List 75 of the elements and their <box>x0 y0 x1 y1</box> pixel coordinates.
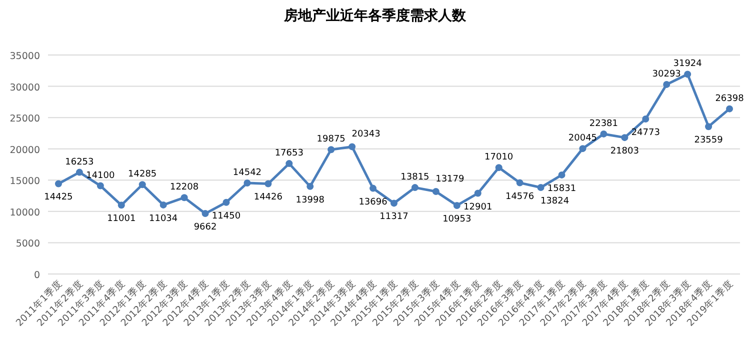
point <box>537 184 544 191</box>
data-label: 13998 <box>296 195 325 206</box>
data-label: 14426 <box>254 192 283 203</box>
point <box>138 181 146 188</box>
point <box>370 184 377 192</box>
data-label: 9662 <box>194 222 217 233</box>
point <box>432 188 440 196</box>
data-label: 11034 <box>149 214 178 224</box>
data-label: 13815 <box>400 172 430 183</box>
data-label: 14576 <box>506 192 534 202</box>
data-label: 12208 <box>170 182 199 193</box>
point <box>328 146 335 154</box>
point <box>705 123 712 130</box>
data-label: 11001 <box>107 214 136 224</box>
point <box>54 180 62 188</box>
point <box>348 143 356 150</box>
data-label: 23559 <box>694 136 724 146</box>
point <box>453 202 460 209</box>
point <box>264 180 272 188</box>
point <box>222 198 230 206</box>
point <box>726 105 734 112</box>
data-label: 17010 <box>484 152 514 163</box>
data-label: 15831 <box>547 184 576 194</box>
data-label: 17653 <box>274 148 304 159</box>
data-label: 13179 <box>436 174 465 185</box>
point <box>474 190 482 197</box>
data-label: 14425 <box>44 192 73 203</box>
point <box>76 168 83 176</box>
data-label: 10953 <box>442 214 472 224</box>
point <box>180 194 188 202</box>
y-tick-label: 10000 <box>10 207 40 218</box>
data-label: 13824 <box>540 196 570 206</box>
data-label: 14100 <box>86 170 116 181</box>
y-tick-label: 25000 <box>10 114 40 125</box>
y-tick-label: 35000 <box>10 51 40 62</box>
data-label: 11450 <box>212 211 241 222</box>
point <box>558 171 566 178</box>
data-label: 14285 <box>128 170 157 180</box>
point <box>306 182 314 190</box>
point <box>244 180 251 187</box>
point <box>118 202 125 209</box>
data-label: 20045 <box>568 134 598 144</box>
point <box>684 70 692 78</box>
chart-title: 房地产业近年各季度需求人数 <box>283 7 467 24</box>
y-tick-label: 20000 <box>10 144 40 156</box>
point <box>202 210 209 218</box>
data-label: 13696 <box>358 197 388 208</box>
point <box>286 160 293 168</box>
point <box>390 200 398 207</box>
data-label: 19875 <box>316 134 346 145</box>
point <box>600 130 608 138</box>
data-label: 12901 <box>464 202 492 212</box>
y-tick-label: 5000 <box>16 238 40 250</box>
y-tick-label: 15000 <box>10 176 40 188</box>
point <box>495 164 502 172</box>
data-label: 22381 <box>589 118 618 129</box>
data-label: 21803 <box>610 146 639 157</box>
data-label: 26398 <box>715 94 744 104</box>
y-tick-label: 0 <box>34 270 40 281</box>
point <box>579 145 586 152</box>
point <box>96 182 104 190</box>
point <box>642 115 650 122</box>
data-label: 20343 <box>352 130 380 140</box>
point <box>411 184 418 192</box>
data-label: 16253 <box>65 157 94 168</box>
point <box>663 80 670 88</box>
data-label: 31924 <box>673 59 702 70</box>
point <box>160 201 167 208</box>
y-tick-label: 30000 <box>10 82 40 94</box>
data-label: 11317 <box>380 212 408 222</box>
point <box>621 134 628 142</box>
point <box>516 179 524 186</box>
data-label: 24773 <box>631 128 660 138</box>
data-label: 30293 <box>652 69 681 80</box>
data-label: 14542 <box>232 168 262 178</box>
